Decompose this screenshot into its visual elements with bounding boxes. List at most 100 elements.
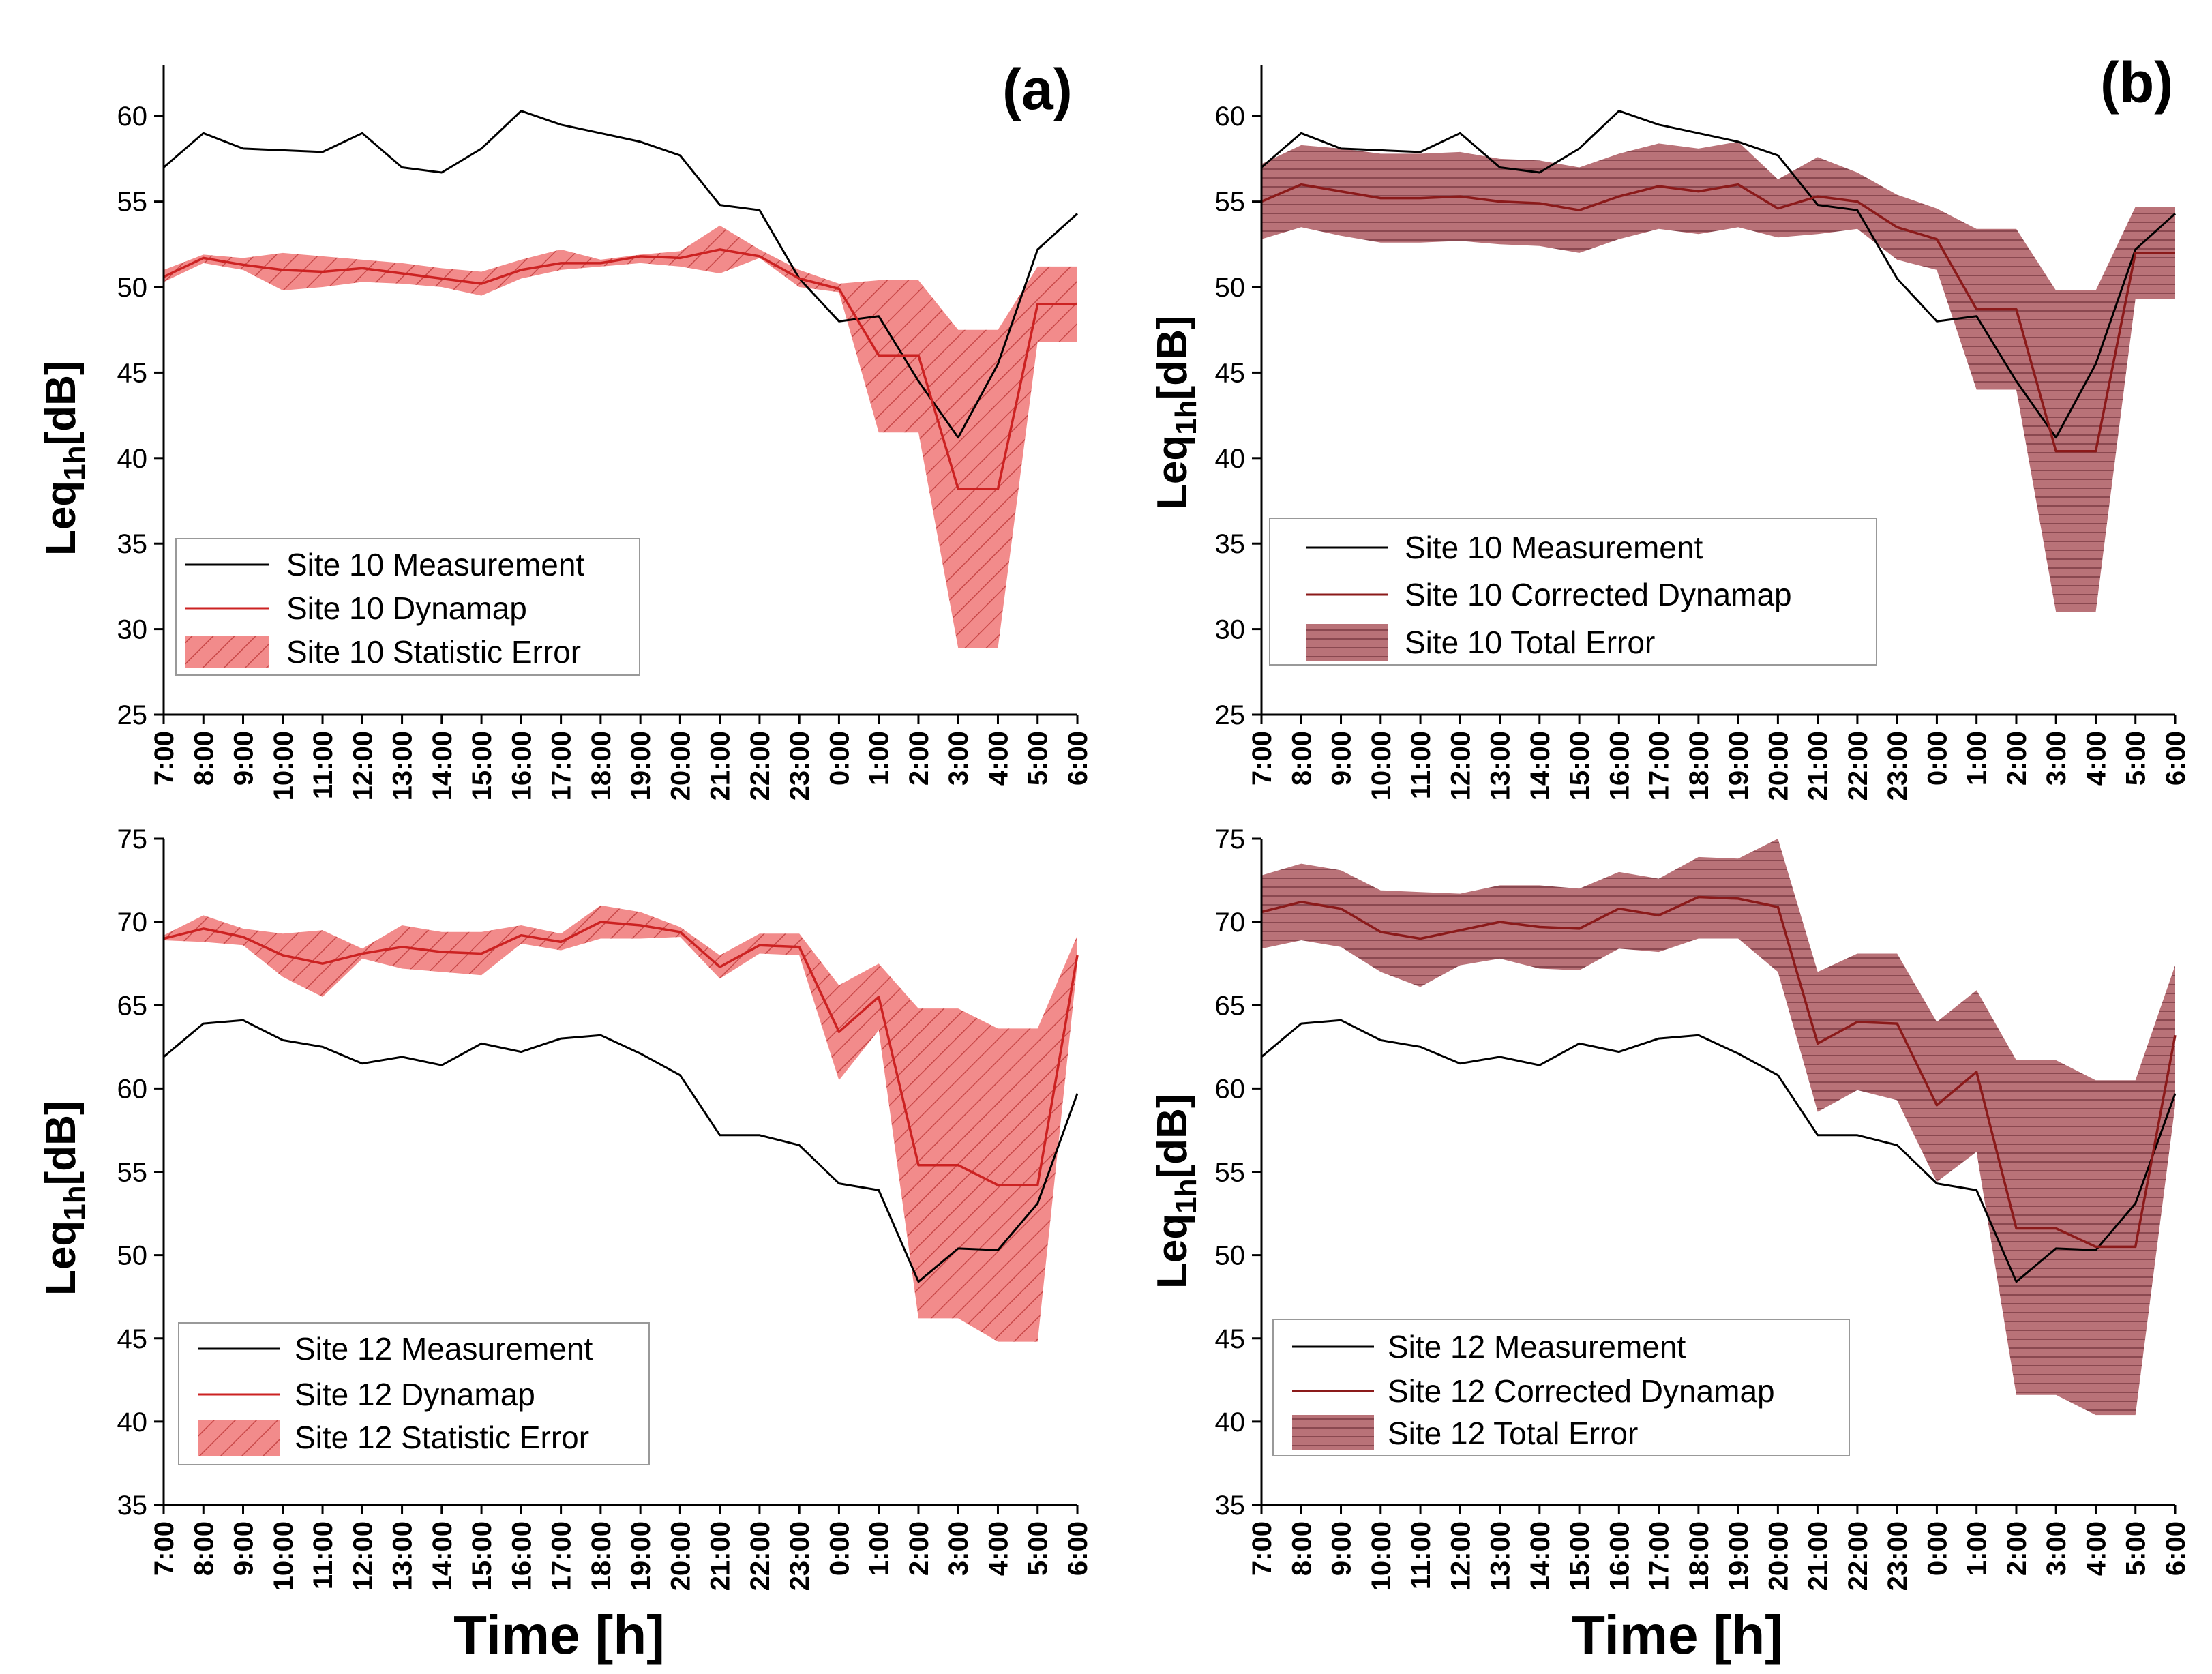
x-tick-label: 1:00 <box>1962 731 1992 786</box>
panel-b-plot: 25 30 35 40 45 50 55 60 7:00 8:00 9:00 10:00 11:00 12… <box>1215 65 2191 801</box>
x-tick-label: 21:00 <box>706 731 736 801</box>
x-tick-label: 6:00 <box>2161 1521 2191 1576</box>
x-tick-label: 15:00 <box>1565 731 1595 801</box>
panel-b-legend: Site 10 Measurement Site 10 Corrected Dy… <box>1269 518 1877 666</box>
y-tick-label: 65 <box>117 991 148 1021</box>
x-tick-label: 7:00 <box>149 731 179 786</box>
x-tick-label: 22:00 <box>745 1521 775 1591</box>
legend-label-corrected: Site 10 Corrected Dynamap <box>1405 577 1792 612</box>
panel-a-label: (a) <box>1002 57 1073 121</box>
x-tick-label: 11:00 <box>308 731 338 799</box>
x-tick-label: 20:00 <box>666 1521 696 1591</box>
y-tick-label: 75 <box>117 824 148 854</box>
x-tick-label: 22:00 <box>745 731 775 801</box>
x-tick-label: 2:00 <box>904 731 934 786</box>
x-tick-label: 5:00 <box>1023 731 1053 786</box>
x-tick-label: 9:00 <box>229 731 259 786</box>
panel-a-plot: 25 30 35 40 45 50 55 60 7:00 8:00 9:00 10:00 11:00 12… <box>117 65 1093 801</box>
x-tick-label: 14:00 <box>428 1521 458 1591</box>
y-axis-titles: Leq1h[dB] Leq1h[dB] Leq1h[dB] Leq1h[dB] <box>38 315 1203 1296</box>
y-tick-label: 45 <box>117 1324 148 1354</box>
y-tick-label: 25 <box>1215 700 1246 730</box>
y-tick-label: 40 <box>1215 1407 1246 1437</box>
y-axis-title-c: Leq1h[dB] <box>38 1101 91 1296</box>
x-tick-label: 16:00 <box>507 1521 537 1591</box>
x-tick-label: 20:00 <box>1763 1521 1793 1591</box>
x-tick-label: 19:00 <box>1724 731 1754 801</box>
x-tick-label: 4:00 <box>2081 731 2111 786</box>
x-tick-label: 16:00 <box>507 731 537 801</box>
x-tick-label: 12:00 <box>348 1521 378 1591</box>
panel-a: 25 30 35 40 45 50 55 60 7:00 8:00 9:00 10:00 11:00 12… <box>117 57 1094 801</box>
panel-d-legend: Site 12 Measurement Site 12 Corrected Dy… <box>1272 1319 1850 1456</box>
y-tick-label: 55 <box>117 1158 148 1188</box>
y-tick-label: 40 <box>1215 444 1246 474</box>
x-tick-label: 0:00 <box>1922 1521 1952 1576</box>
x-tick-label: 2:00 <box>904 1521 934 1576</box>
y-tick-label: 30 <box>117 615 148 645</box>
x-tick-label: 3:00 <box>2042 731 2072 786</box>
x-tick-label: 8:00 <box>189 1521 219 1576</box>
y-tick-label: 70 <box>1215 908 1246 938</box>
y-axis-title-a: Leq1h[dB] <box>38 361 91 556</box>
y-tick-label: 60 <box>1215 1074 1246 1104</box>
x-tick-label: 23:00 <box>785 731 815 801</box>
x-tick-label: 8:00 <box>189 731 219 786</box>
x-tick-label: 3:00 <box>2042 1521 2072 1576</box>
x-tick-label: 19:00 <box>626 1521 656 1591</box>
x-tick-label: 19:00 <box>1724 1521 1754 1591</box>
x-tick-label: 6:00 <box>2161 731 2191 786</box>
x-tick-label: 0:00 <box>1922 731 1952 786</box>
x-tick-label: 13:00 <box>1486 731 1516 801</box>
legend-swatch-error <box>1292 1415 1374 1450</box>
legend-label-measurement: Site 10 Measurement <box>286 547 584 582</box>
x-tick-label: 15:00 <box>467 731 497 801</box>
error-band <box>164 905 1077 1342</box>
y-tick-label: 65 <box>1215 991 1246 1021</box>
y-tick-label: 75 <box>1215 824 1246 854</box>
x-tick-label: 8:00 <box>1287 731 1317 786</box>
y-tick-label: 55 <box>1215 188 1246 218</box>
x-tick-label: 13:00 <box>388 1521 418 1591</box>
x-tick-label: 17:00 <box>1645 731 1675 801</box>
x-tick-label: 12:00 <box>348 731 378 801</box>
legend-label-dynamap: Site 12 Dynamap <box>295 1377 535 1412</box>
x-tick-label: 21:00 <box>1804 731 1834 801</box>
measurement-line <box>163 1019 1079 1283</box>
x-tick-label: 15:00 <box>467 1521 497 1591</box>
x-tick-label: 18:00 <box>1684 1521 1714 1591</box>
y-tick-label: 35 <box>1215 529 1246 559</box>
x-tick-label: 13:00 <box>388 731 418 801</box>
x-tick-label: 21:00 <box>706 1521 736 1591</box>
x-tick-label: 16:00 <box>1604 731 1634 801</box>
legend-label-corrected: Site 12 Corrected Dynamap <box>1388 1373 1775 1409</box>
y-tick-label: 45 <box>117 358 148 388</box>
x-tick-label: 1:00 <box>1962 1521 1992 1576</box>
x-tick-label: 15:00 <box>1565 1521 1595 1591</box>
model-line <box>163 921 1079 1186</box>
x-tick-label: 5:00 <box>2121 731 2151 786</box>
x-tick-label: 2:00 <box>2002 1521 2032 1576</box>
x-tick-label: 0:00 <box>824 731 854 786</box>
x-tick-label: 12:00 <box>1446 731 1476 801</box>
y-tick-label: 50 <box>117 1241 148 1271</box>
x-tick-label: 18:00 <box>586 1521 616 1591</box>
x-tick-label: 2:00 <box>2002 731 2032 786</box>
legend-label-measurement: Site 10 Measurement <box>1405 530 1703 565</box>
x-tick-label: 22:00 <box>1843 731 1873 801</box>
panel-c-legend: Site 12 Measurement Site 12 Dynamap Site… <box>178 1322 650 1465</box>
legend-swatch-error <box>1306 624 1388 661</box>
x-axis-title-right: Time [h] <box>1572 1604 1783 1665</box>
x-tick-label: 4:00 <box>983 731 1013 786</box>
x-tick-label: 6:00 <box>1063 731 1093 786</box>
y-tick-label: 30 <box>1215 615 1246 645</box>
error-band <box>1261 839 2175 1416</box>
x-tick-label: 5:00 <box>1023 1521 1053 1576</box>
x-tick-label: 8:00 <box>1287 1521 1317 1576</box>
x-tick-label: 11:00 <box>1406 731 1436 799</box>
legend-swatch-error <box>185 636 269 668</box>
x-tick-label: 9:00 <box>1327 1521 1357 1576</box>
x-tick-label: 17:00 <box>1645 1521 1675 1591</box>
legend-swatch-error <box>198 1420 280 1456</box>
panel-d: 35 40 45 50 55 60 65 70 75 7:00 8:00 9:00 10:00 11:00… <box>1215 824 2192 1591</box>
